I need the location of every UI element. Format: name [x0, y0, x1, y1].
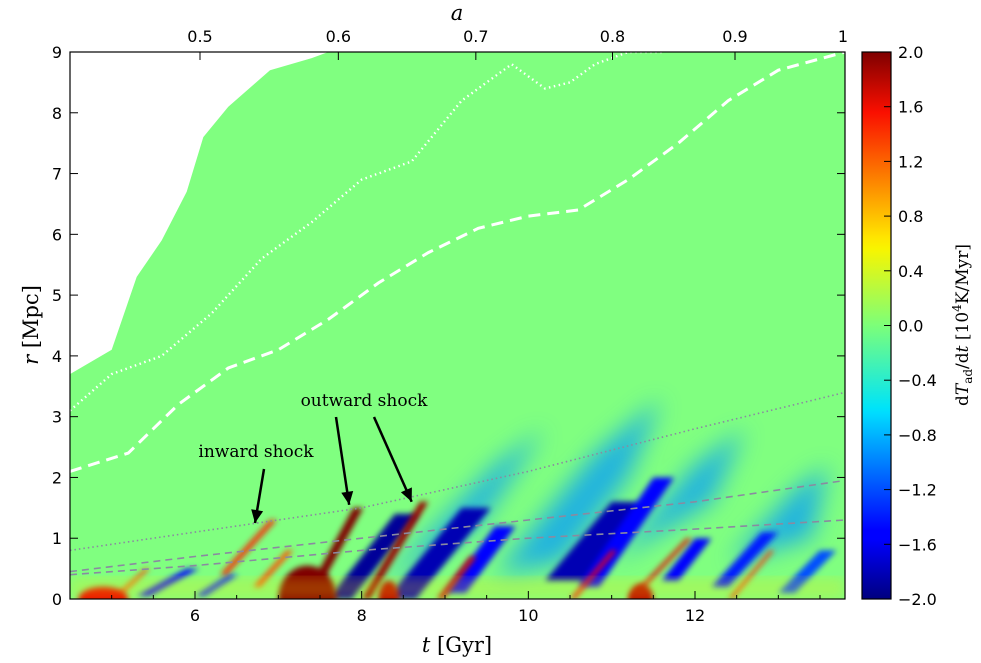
blue-streak-6: [711, 532, 779, 587]
y-tick-label-0: 0: [52, 590, 62, 609]
top-tick-label-0: 0.5: [187, 27, 212, 46]
x-axis-title: t [Gyr]: [422, 633, 492, 657]
inward-shock-label: inward shock: [198, 442, 314, 462]
line-dashed-grey-4: [70, 519, 845, 576]
cb-tick-label-5: 0.0: [898, 317, 923, 336]
empty-region: [70, 52, 329, 375]
cb-tick-label-4: 0.4: [898, 262, 923, 281]
y-axis-var: r: [19, 353, 43, 365]
cb-T: T: [953, 382, 973, 395]
y-tick-label-9: 9: [52, 43, 62, 62]
overlay-lines: [70, 52, 845, 576]
cb-tick-label-0: 2.0: [898, 43, 923, 62]
cb-tick-label-6: −0.4: [898, 371, 937, 390]
cyan-band-0: [378, 428, 545, 587]
annotation-arrow-1: [334, 416, 351, 505]
y-tick-label-6: 6: [52, 225, 62, 244]
cb-exp: 4: [950, 304, 964, 312]
y-tick-label-5: 5: [52, 286, 62, 305]
cb-slash: /d: [953, 352, 973, 369]
annotation-arrowhead-1: [341, 491, 354, 505]
y-tick-label-1: 1: [52, 529, 62, 548]
plot-frame: [69, 51, 846, 600]
blue-streak-2: [445, 526, 516, 593]
colorbar-ticks: 2.0 1.6 1.2 0.8 0.4 0.0 −0.4 −0.8 −1.2 −1.6 −2.0: [884, 43, 937, 609]
line-dotted-white-0: [70, 52, 662, 412]
cb-tick-label-8: −1.2: [898, 481, 937, 500]
cb-tick-label-2: 1.2: [898, 152, 923, 171]
heatmap-field: [70, 52, 845, 599]
y-axis-unit: [Mpc]: [19, 285, 43, 355]
cb-tick-label-10: −2.0: [898, 590, 937, 609]
cb-t: t: [953, 345, 973, 352]
x-tick-label-1: 8: [357, 606, 367, 625]
y-tick-label-7: 7: [52, 165, 62, 184]
blue-streak-5: [661, 538, 712, 581]
cb-tick-label-7: −0.8: [898, 426, 937, 445]
warm-streak-1: [361, 501, 429, 599]
x-axis-unit: [Gyr]: [430, 633, 492, 657]
y-tick-label-3: 3: [52, 408, 62, 427]
y-tick-label-2: 2: [52, 468, 62, 487]
diffuse-bands: [378, 398, 829, 587]
colorbar-title: dTad/dt [104K/Myr]: [950, 244, 975, 406]
top-tick-label-4: 0.9: [722, 27, 747, 46]
annotation-arrowhead-2: [400, 487, 412, 502]
cb-tick-label-9: −1.6: [898, 535, 937, 554]
x-tick-label-3: 12: [685, 606, 705, 625]
annotation-arrow-2: [372, 416, 413, 503]
cyan-band-2: [611, 428, 745, 563]
blue-streak-1: [386, 507, 491, 599]
top-axis-title: a: [451, 1, 464, 25]
y-tick-label-8: 8: [52, 104, 62, 123]
cyan-band-1: [495, 398, 662, 575]
annotation-arrowhead-0: [251, 509, 264, 523]
line-dashed-white-1: [70, 52, 845, 473]
cb-tick-label-3: 0.8: [898, 207, 923, 226]
top-tick-label-2: 0.7: [463, 27, 488, 46]
outward-shock-label: outward shock: [301, 391, 429, 411]
y-axis-title: r [Mpc]: [19, 285, 43, 365]
annotations: inward shock outward shock: [198, 391, 429, 524]
cb-unit2: K/Myr]: [953, 244, 973, 304]
cb-d1: d: [953, 395, 973, 406]
cb-ad: ad: [961, 369, 975, 384]
cb-unit1: [10: [953, 312, 973, 346]
x-axis-var: t: [422, 633, 431, 657]
cb-tick-label-1: 1.6: [898, 98, 923, 117]
top-tick-label-3: 0.8: [600, 27, 625, 46]
x-tick-label-2: 10: [518, 606, 538, 625]
top-tick-label-1: 0.6: [326, 27, 351, 46]
cyan-band-3: [728, 465, 829, 563]
top-tick-label-5: 1: [838, 27, 848, 46]
x-tick-label-0: 6: [190, 606, 200, 625]
y-tick-label-4: 4: [52, 347, 62, 366]
lower-glow: [70, 577, 845, 599]
warm-streak-3: [220, 519, 277, 575]
line-dashed-grey-3: [70, 479, 845, 573]
